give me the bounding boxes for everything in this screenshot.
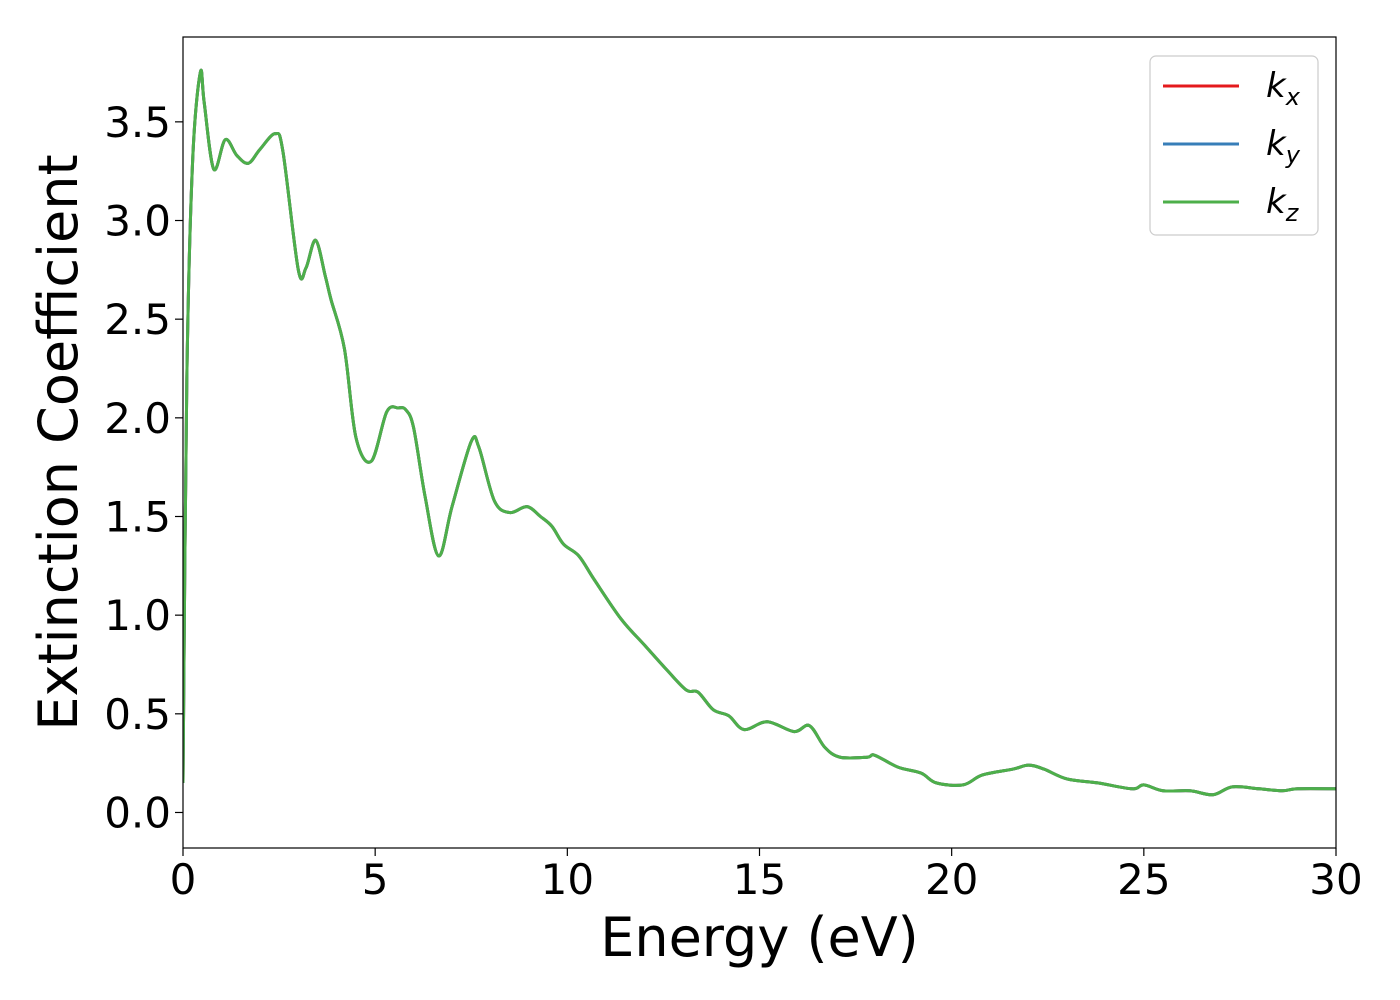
- legend-label-z: kz: [1266, 182, 1300, 227]
- y-tick-label: 1.5: [104, 492, 171, 541]
- legend-label-base: k: [1266, 66, 1287, 106]
- legend-label-y: ky: [1266, 124, 1301, 169]
- legend-label-base: k: [1266, 182, 1287, 222]
- y-tick-label: 0.5: [104, 690, 171, 739]
- y-tick-label: 1.0: [104, 591, 171, 640]
- x-tick-label: 15: [733, 855, 786, 904]
- legend-label-subscript: x: [1285, 83, 1301, 111]
- y-tick-label: 3.5: [104, 98, 171, 147]
- legend-label-subscript: z: [1285, 199, 1300, 227]
- y-tick-label: 3.0: [104, 197, 171, 246]
- y-tick-label: 0.0: [104, 788, 171, 837]
- x-tick-label: 10: [541, 855, 594, 904]
- x-tick-label: 0: [170, 855, 197, 904]
- legend-label-subscript: y: [1285, 141, 1301, 169]
- x-tick-label: 30: [1309, 855, 1362, 904]
- y-axis: 0.0 0.5 1.0 1.5 2.0 2.5 3.0 3.5: [104, 98, 183, 837]
- x-axis-title: Energy (eV): [600, 906, 919, 969]
- y-tick-label: 2.5: [104, 295, 171, 344]
- x-axis: 0 5 10 15 20 25 30: [170, 848, 1363, 904]
- y-axis-title: Extinction Coefficient: [27, 154, 90, 730]
- x-tick-label: 5: [362, 855, 389, 904]
- series-line-z: [183, 68, 1336, 797]
- x-tick-label: 25: [1117, 855, 1170, 904]
- y-tick-label: 2.0: [104, 394, 171, 443]
- legend-label-x: kx: [1266, 66, 1301, 111]
- x-tick-label: 20: [925, 855, 978, 904]
- series-layer: [183, 68, 1336, 797]
- legend-label-base: k: [1266, 124, 1287, 164]
